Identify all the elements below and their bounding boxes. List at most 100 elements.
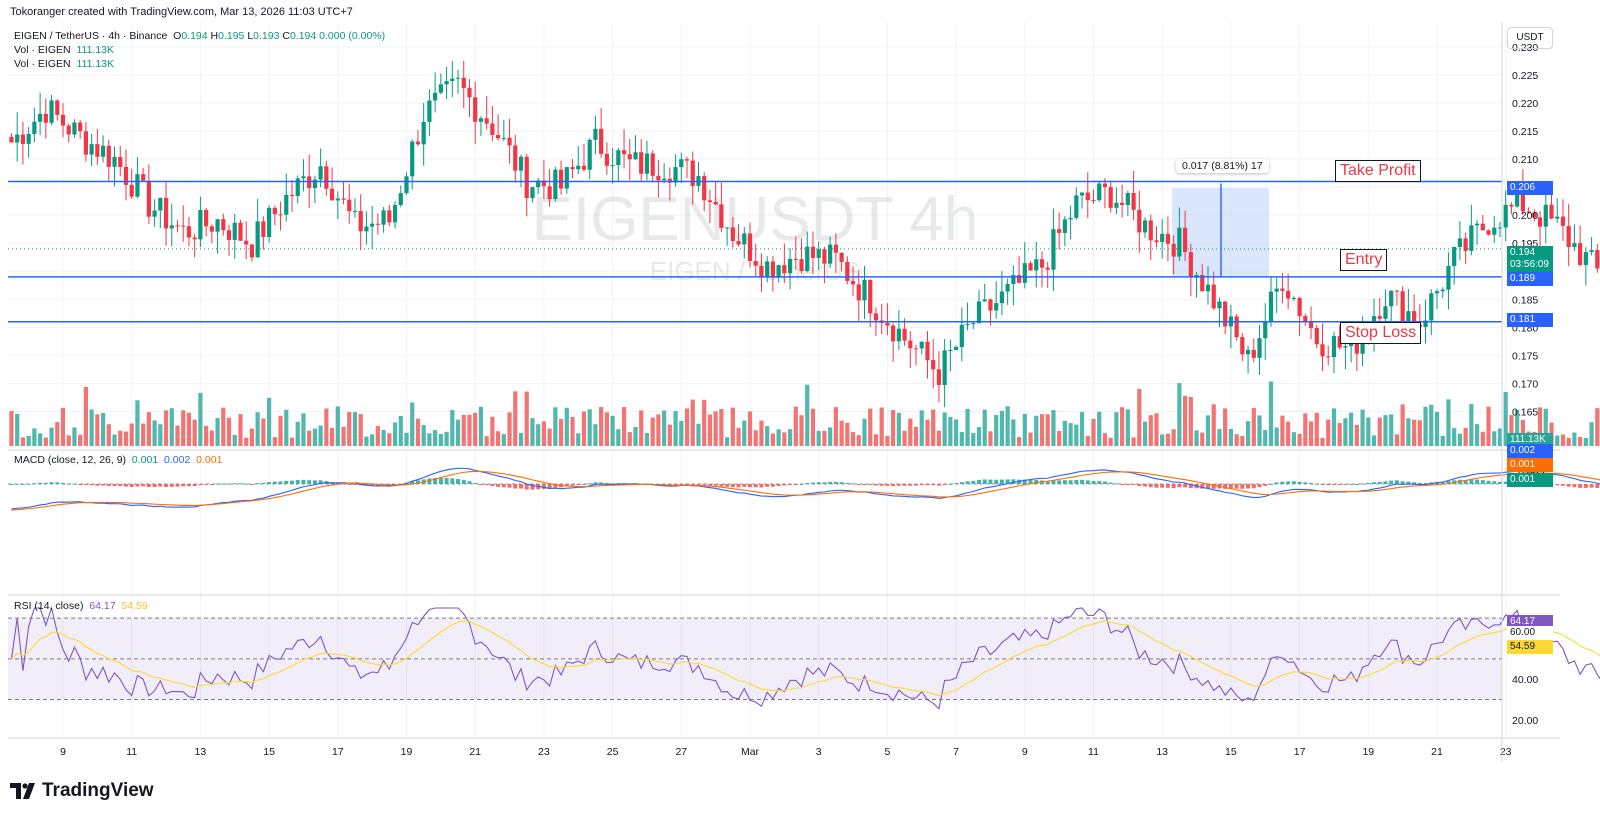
candle-body	[684, 159, 690, 161]
x-tick-label: 19	[1362, 746, 1374, 758]
macd-hist-bar	[977, 479, 981, 484]
candle-body	[1406, 311, 1411, 324]
macd-hist-bar	[1372, 482, 1377, 484]
candle-body	[490, 123, 495, 135]
candle-body	[902, 328, 907, 341]
projection-path[interactable]	[1220, 183, 1600, 277]
macd-hist-bar	[215, 483, 220, 485]
x-tick-label: 7	[953, 746, 959, 758]
x-tick-label: 13	[1156, 746, 1168, 758]
macd-hist-bar	[770, 484, 775, 487]
volume-bar	[719, 409, 724, 446]
macd-hist-bar	[1331, 484, 1336, 485]
candle-body	[175, 225, 180, 227]
macd-hist-bar	[352, 484, 357, 485]
macd-hist-bar	[696, 484, 701, 485]
macd-hist-bar	[232, 483, 237, 485]
macd-hist-bar	[1360, 483, 1365, 485]
volume-bar	[799, 415, 804, 446]
macd-hist-bar	[227, 483, 232, 485]
volume-bar	[925, 419, 930, 446]
tradingview-logo[interactable]: TradingView	[10, 780, 154, 802]
volume-bar	[1566, 437, 1571, 446]
candle-body	[421, 121, 426, 145]
price-tick-label: 0.170	[1512, 378, 1538, 390]
macd-hist-bar	[164, 484, 169, 487]
macd-hist-bar	[249, 484, 254, 485]
candle-body	[1188, 252, 1193, 278]
volume-bar	[1383, 415, 1388, 446]
volume-bar	[736, 427, 741, 446]
currency-button[interactable]: USDT	[1507, 27, 1553, 49]
candle-body	[1125, 193, 1130, 206]
take-profit-label[interactable]: Take Profit	[1335, 160, 1421, 182]
volume-bar	[95, 414, 100, 446]
candle-body	[650, 153, 655, 176]
volume-bar	[215, 418, 220, 446]
volume-bar	[32, 428, 37, 446]
volume-bar	[1286, 421, 1291, 446]
volume-bar	[329, 427, 335, 446]
macd-hist-bar	[908, 484, 913, 486]
macd-hist-bar	[467, 481, 472, 484]
candle-body	[621, 150, 627, 155]
measure-label: 0.017 (8.81%) 17	[1176, 159, 1269, 173]
entry-label[interactable]: Entry	[1340, 249, 1388, 271]
candle-body	[1578, 243, 1583, 265]
volume-bar	[541, 421, 546, 446]
macd-hist-bar	[1480, 480, 1485, 484]
candle-body	[747, 233, 753, 262]
candle-body	[868, 279, 873, 314]
candle-body	[278, 214, 283, 216]
volume-bar	[650, 417, 655, 446]
macd-hist-bar	[1211, 484, 1216, 489]
macd-hist-bar	[1497, 481, 1502, 484]
macd-hist-bar	[1492, 481, 1497, 484]
volume-bar	[496, 431, 501, 446]
candle-body	[284, 194, 289, 215]
candle-body	[994, 303, 999, 311]
volume-bar	[1280, 415, 1285, 446]
macd-hist-bar	[982, 479, 987, 484]
x-tick-label: 5	[884, 746, 890, 758]
current-price-label: 0.194 03:56:09	[1507, 246, 1553, 272]
candle-body	[1360, 334, 1365, 354]
macd-hist-bar	[1263, 484, 1268, 486]
macd-hist-bar	[1326, 484, 1331, 485]
volume-bar	[1051, 410, 1056, 446]
volume-bar	[1320, 437, 1325, 446]
macd-hist-bar	[570, 484, 575, 486]
macd-hist-bar	[1165, 484, 1170, 488]
macd-hist-bar	[873, 484, 878, 486]
volume-bar	[1560, 434, 1566, 446]
candle-body	[427, 100, 432, 122]
volume-bar	[1131, 437, 1136, 446]
candle-body	[610, 165, 615, 167]
volume-bar	[1183, 395, 1188, 446]
macd-hist-bar	[1257, 484, 1262, 488]
candle-body	[318, 166, 323, 180]
macd-hist-bar	[38, 482, 43, 484]
volume-bar	[1354, 424, 1359, 446]
candle-body	[1177, 227, 1182, 257]
candle-body	[118, 157, 123, 167]
volume-bar	[1515, 409, 1520, 446]
candle-body	[1274, 288, 1279, 292]
candle-body	[100, 145, 106, 157]
volume-bar	[919, 410, 924, 446]
candle-body	[232, 222, 237, 240]
macd-hist-bar	[501, 484, 506, 488]
price-tick-label: 0.210	[1512, 154, 1538, 166]
macd-hist-bar	[547, 484, 552, 489]
volume-bar	[1263, 430, 1268, 446]
candle-body	[329, 188, 335, 201]
macd-hist-bar	[43, 482, 48, 484]
macd-hist-bar	[576, 484, 581, 485]
macd-hist-bar	[1148, 484, 1153, 488]
macd-hist-bar	[1102, 481, 1107, 484]
stop-loss-label[interactable]: Stop Loss	[1340, 322, 1422, 344]
volume-bar	[747, 411, 753, 446]
candle-body	[267, 207, 272, 238]
macd-hist-bar	[833, 481, 838, 484]
